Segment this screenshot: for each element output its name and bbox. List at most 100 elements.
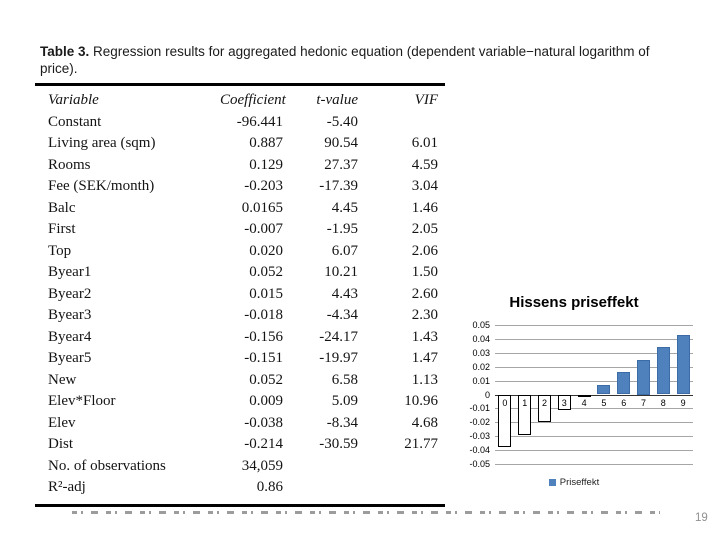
table-cell: 6.07 [331, 242, 358, 259]
table-cell: 10.96 [404, 393, 438, 409]
page-number: 19 [695, 512, 708, 524]
table-cell: 4.68 [411, 414, 438, 431]
table-cell: Byear3 [48, 307, 92, 323]
gridline [495, 338, 693, 340]
x-tick-label: 4 [581, 397, 587, 408]
table-cell: Byear4 [48, 328, 92, 345]
table-cell: -0.007 [244, 221, 283, 237]
table-row: Fee (SEK/month) -0.203 -17.39 3.04 [35, 178, 445, 200]
table-cell: Rooms [48, 156, 91, 173]
table-cell: -0.156 [244, 328, 283, 345]
y-tick-label: -0.04 [469, 445, 490, 456]
table-row: Byear5 -0.151 -19.97 1.47 [35, 350, 445, 372]
gridline [495, 366, 693, 368]
bar [676, 334, 690, 395]
table-cell: 0.020 [249, 242, 283, 259]
x-tick-label: 7 [640, 397, 646, 408]
table-header-cell: Variable [48, 92, 99, 108]
table-cell: Living area (sqm) [48, 135, 156, 151]
chart-legend: Priseffekt [448, 477, 700, 488]
gridline [495, 422, 693, 424]
table-cell: 1.13 [411, 371, 438, 388]
x-tick-label: 1 [522, 397, 528, 408]
x-tick-label: 9 [680, 397, 686, 408]
table-row: Dist -0.214 -30.59 21.77 [35, 436, 445, 458]
table-cell: 10.21 [324, 264, 358, 280]
x-tick-label: 6 [621, 397, 627, 408]
table-cell: -30.59 [319, 436, 358, 452]
y-tick-label: 0.04 [472, 333, 490, 344]
table-cell: -0.151 [244, 350, 283, 366]
table-row: Constant -96.441 -5.40 [35, 114, 445, 136]
table-cell: -24.17 [319, 328, 358, 345]
table-row: Byear3 -0.018 -4.34 2.30 [35, 307, 445, 329]
y-tick-label: -0.03 [469, 431, 490, 442]
table-cell: 0.0165 [241, 199, 283, 216]
x-tick-label: 2 [541, 397, 547, 408]
gridline [495, 450, 693, 452]
y-tick-label: 0.02 [472, 361, 490, 372]
table-cell: Elev*Floor [48, 393, 116, 409]
table-cell: -17.39 [319, 178, 358, 194]
table-cell: Byear2 [48, 285, 92, 302]
table-cell: New [48, 371, 77, 388]
table-cell: 1.43 [411, 328, 438, 345]
table-cell: 6.01 [411, 135, 438, 151]
table-cell: R²-adj [48, 479, 86, 495]
chart-title: Hissens priseffekt [509, 294, 639, 311]
table-row: First -0.007 -1.95 2.05 [35, 221, 445, 243]
bar [518, 394, 532, 435]
x-tick-label: 5 [601, 397, 607, 408]
table-caption-line2: price). [40, 60, 78, 76]
table-cell: -5.40 [326, 113, 358, 130]
table-cell: -8.34 [326, 414, 358, 431]
table-cell: 34,059 [241, 457, 283, 474]
table-header-cell: VIF [414, 92, 438, 108]
table-cell: 1.47 [411, 350, 438, 366]
y-tick-label: -0.05 [469, 459, 490, 469]
table-cell: 5.09 [331, 393, 358, 409]
gridline [495, 352, 693, 354]
table-header-cell: t-value [316, 92, 358, 108]
table-cell: 0.129 [249, 156, 283, 173]
regression-table: Variable Coefficient t-value VIF Constant -96… [35, 83, 445, 507]
table-row: Balc 0.0165 4.45 1.46 [35, 200, 445, 222]
table-cell: 1.50 [411, 264, 438, 280]
bar [577, 394, 591, 398]
table-row: Byear1 0.052 10.21 1.50 [35, 264, 445, 286]
y-tick-label: -0.02 [469, 417, 490, 428]
table-cell: -0.038 [244, 414, 283, 431]
bar [656, 347, 670, 395]
table-cell: 0.887 [249, 135, 283, 151]
table-row: Elev -0.038 -8.34 4.68 [35, 415, 445, 437]
chart-plot-area: 0.05 0.04 0.03 0.02 0.01 0 -0.01 -0.02 -0.03 -0.0… [448, 292, 700, 504]
table-row: R²-adj 0.86 [35, 479, 445, 501]
bar [617, 372, 631, 395]
bar [538, 394, 551, 423]
bar [557, 394, 571, 410]
table-cell: 3.04 [411, 178, 438, 194]
bar [637, 359, 650, 395]
table-cell: 2.05 [411, 221, 438, 237]
table-header-row: Variable Coefficient t-value VIF [35, 92, 445, 114]
table-cell: 2.30 [411, 307, 438, 323]
y-tick-label: 0.03 [472, 347, 490, 358]
table-caption-number: Table 3. [40, 44, 90, 59]
bar [597, 384, 611, 395]
table-row: Byear2 0.015 4.43 2.60 [35, 286, 445, 308]
table-cell: 0.009 [249, 393, 283, 409]
table-cell: 4.59 [411, 156, 438, 173]
x-tick-label: 3 [561, 397, 567, 408]
x-axis-line [495, 394, 693, 396]
table-cell: Top [48, 242, 72, 259]
table-cell: 0.86 [256, 479, 283, 495]
table-cell: 0.015 [249, 285, 283, 302]
gridline [495, 408, 693, 410]
gridline [495, 380, 693, 382]
table-cell: -0.203 [244, 178, 283, 194]
table-cell: 6.58 [331, 371, 358, 388]
table-cell: -19.97 [319, 350, 358, 366]
priseffekt-bar-chart: Hissens priseffekt 0.05 0.04 0.03 0.02 0.01 0… [448, 292, 700, 504]
x-tick-label: 0 [502, 397, 508, 408]
table-cell: -0.214 [244, 436, 283, 452]
